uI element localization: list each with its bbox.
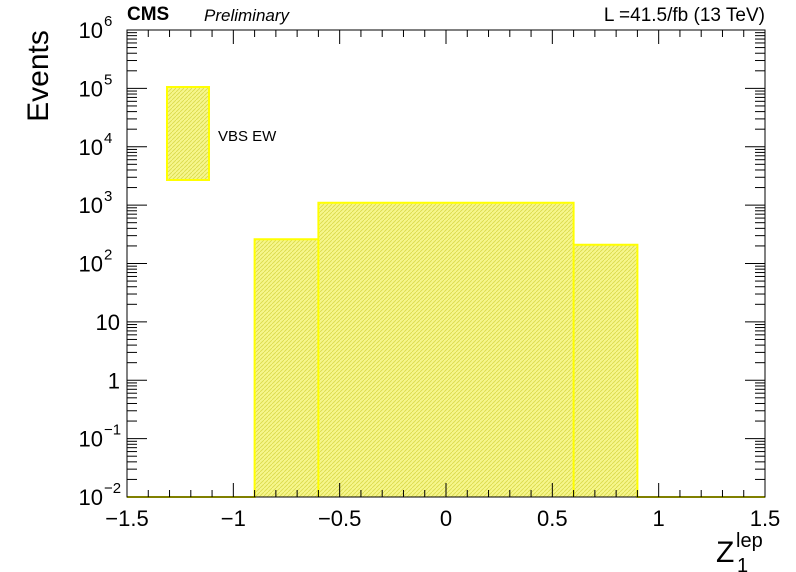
lumi-label: L =41.5/fb (13 TeV) [604, 5, 765, 26]
x-axis: −1.5 −1 −0.5 0 0.5 1 1.5 [105, 30, 780, 531]
x-tick-label: −1 [221, 506, 246, 531]
x-axis-title-subscript: 1 [737, 555, 748, 572]
x-tick-label: −0.5 [318, 506, 361, 531]
experiment-label: CMS [127, 4, 169, 25]
y-tick-label: 10 6 [79, 13, 113, 43]
y-tick-label: 10 [96, 310, 120, 335]
y-tick-label-exponent: 5 [104, 71, 112, 88]
y-tick-label-base: 1 [108, 368, 120, 393]
y-tick-label-base: 10 [79, 135, 103, 160]
y-tick-label: 10 3 [79, 188, 113, 218]
y-tick-label-base: 10 [79, 76, 103, 101]
histogram-bar [254, 239, 319, 497]
y-tick-label-base: 10 [79, 18, 103, 43]
legend-label: VBS EW [218, 128, 277, 145]
x-tick-label: 1.5 [750, 506, 781, 531]
x-tick-label: −1.5 [105, 506, 148, 531]
y-tick-label: 10 −2 [79, 480, 122, 510]
histogram-bars [127, 201, 765, 498]
y-tick-label: 10 4 [79, 130, 113, 160]
y-tick-label: 10 2 [79, 247, 113, 277]
y-axis-title: Events [22, 30, 55, 122]
histogram-bar [318, 202, 574, 498]
histogram-outline [127, 201, 765, 498]
status-label: Preliminary [204, 6, 291, 25]
y-tick-label-base: 10 [79, 427, 103, 452]
y-tick-label-exponent: 2 [104, 247, 112, 264]
x-tick-label: 0.5 [537, 506, 568, 531]
legend-swatch [166, 86, 210, 181]
y-tick-label-exponent: −2 [104, 480, 121, 497]
y-tick-label-base: 10 [96, 310, 120, 335]
y-tick-label-base: 10 [79, 252, 103, 277]
y-tick-label-base: 10 [79, 485, 103, 510]
x-axis-title: Z 1 lep [716, 530, 763, 572]
x-axis-title-superscript: lep [736, 530, 763, 552]
legend: VBS EW [166, 86, 277, 181]
y-tick-label-exponent: 4 [104, 130, 112, 147]
histogram-bar [573, 244, 638, 497]
x-tick-label: 1 [653, 506, 665, 531]
y-tick-label: 10 5 [79, 71, 113, 101]
y-tick-label-exponent: 3 [104, 188, 112, 205]
x-axis-title-main: Z [716, 536, 734, 569]
x-tick-label: 0 [440, 506, 452, 531]
y-tick-label-base: 10 [79, 193, 103, 218]
y-tick-label-exponent: 6 [104, 13, 112, 30]
y-tick-label: 1 [108, 368, 120, 393]
y-tick-label-exponent: −1 [104, 422, 121, 439]
y-tick-label: 10 −1 [79, 422, 122, 452]
